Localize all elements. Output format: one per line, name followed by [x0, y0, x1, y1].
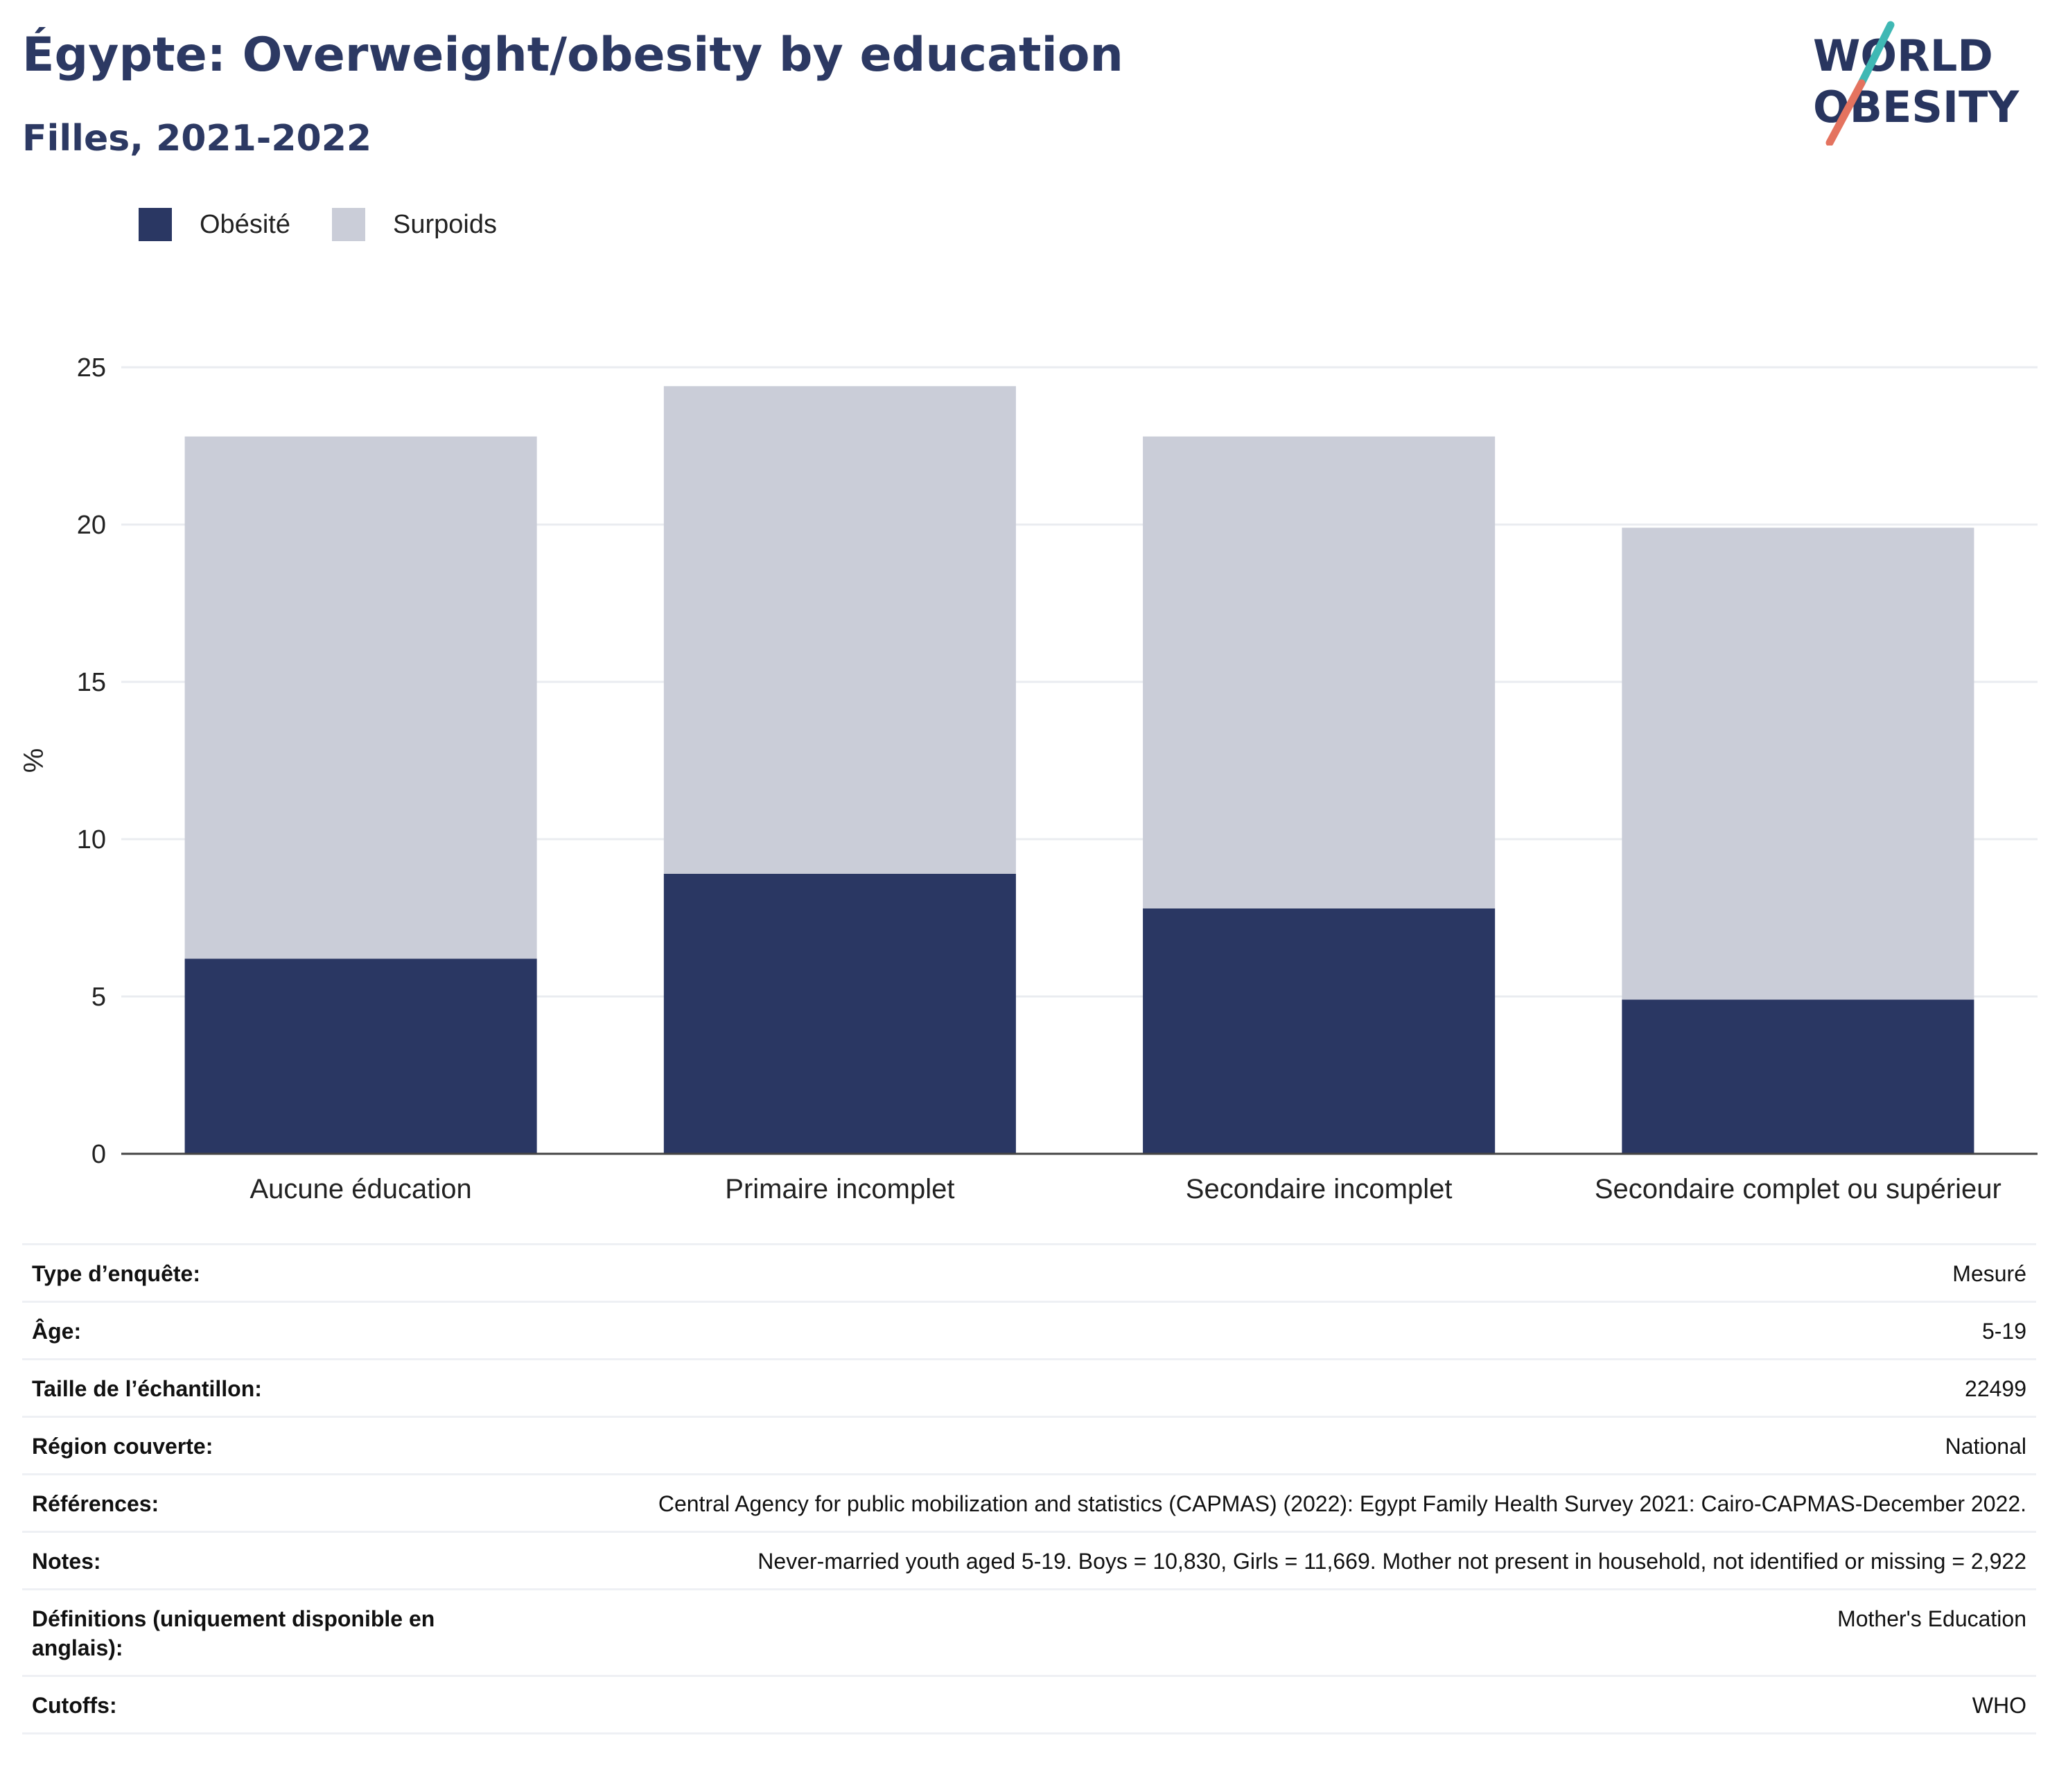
info-label: Références: — [32, 1491, 159, 1516]
y-tick-label-25: 25 — [77, 353, 106, 383]
legend-item-obesite[interactable]: Obésité — [139, 208, 290, 241]
info-row-survey-type: Type d’enquête: Mesuré — [22, 1243, 2036, 1301]
info-row-references: Références: Central Agency for public mo… — [22, 1473, 2036, 1531]
bar-surpoids-1 — [663, 386, 1016, 874]
y-tick-label-0: 0 — [91, 1140, 106, 1169]
info-value: Central Agency for public mobilization a… — [658, 1491, 2026, 1516]
legend-swatch-surpoids — [331, 208, 365, 241]
info-row-cutoffs: Cutoffs: WHO — [22, 1675, 2036, 1734]
info-value: WHO — [1972, 1693, 2026, 1718]
info-row-region: Région couverte: National — [22, 1416, 2036, 1473]
info-value: Mesuré — [1952, 1261, 2026, 1286]
info-row-age: Âge: 5-19 — [22, 1301, 2036, 1358]
bar-obesite-2 — [1143, 908, 1496, 1154]
info-row-definitions: Définitions (uniquement disponible en an… — [22, 1588, 2036, 1675]
info-value: National — [1945, 1434, 2026, 1459]
x-tick-label-1: Primaire incomplet — [725, 1174, 954, 1204]
info-label: Définitions (uniquement disponible en an… — [32, 1606, 435, 1660]
info-label: Notes: — [32, 1549, 101, 1574]
logo-teal-slash — [1857, 21, 1895, 87]
logo-line2: OBESITY — [1813, 82, 2020, 132]
survey-info-table: Type d’enquête: Mesuré Âge: 5-19 Taille … — [22, 1243, 2036, 1734]
bar-obesite-3 — [1622, 999, 1974, 1154]
info-value: Never-married youth aged 5-19. Boys = 10… — [757, 1549, 2026, 1574]
bar-obesite-1 — [663, 873, 1016, 1154]
info-label: Âge: — [32, 1319, 82, 1344]
y-tick-label-10: 10 — [77, 825, 106, 854]
logo-line1: WORLD — [1813, 30, 1993, 81]
y-tick-label-5: 5 — [91, 983, 106, 1012]
legend-label-surpoids: Surpoids — [392, 209, 497, 239]
y-tick-label-20: 20 — [77, 511, 106, 540]
info-label: Région couverte: — [32, 1434, 213, 1459]
bar-obesite-0 — [184, 958, 537, 1154]
x-tick-label-0: Aucune éducation — [249, 1174, 471, 1204]
legend-item-surpoids[interactable]: Surpoids — [331, 208, 497, 241]
legend-label-obesite: Obésité — [200, 209, 290, 239]
chart-legend: Obésité Surpoids — [139, 208, 538, 241]
x-tick-label-3: Secondaire complet ou supérieur — [1595, 1174, 2001, 1204]
x-tick-label-2: Secondaire incomplet — [1186, 1174, 1453, 1204]
legend-swatch-obesite — [139, 208, 172, 241]
info-row-notes: Notes: Never-married youth aged 5-19. Bo… — [22, 1531, 2036, 1588]
info-value: 5-19 — [1981, 1319, 2026, 1344]
info-label: Taille de l’échantillon: — [32, 1376, 262, 1401]
y-tick-label-15: 15 — [77, 668, 106, 697]
chart-subtitle: Filles, 2021-2022 — [22, 118, 372, 159]
info-row-sample-size: Taille de l’échantillon: 22499 — [22, 1358, 2036, 1416]
bar-surpoids-3 — [1622, 527, 1974, 1000]
chart-title: Égypte: Overweight/obesity by education — [22, 28, 1123, 82]
logo-coral-slash — [1825, 79, 1866, 146]
info-value: 22499 — [1965, 1376, 2026, 1401]
bar-surpoids-0 — [184, 436, 537, 959]
y-axis-label: % — [19, 748, 49, 773]
bar-surpoids-2 — [1143, 436, 1496, 908]
world-obesity-logo: WORLD OBESITY — [1813, 21, 2020, 146]
info-label: Cutoffs: — [32, 1693, 117, 1718]
stacked-bar-chart: 0 5 10 15 20 25% Aucune éducation Primaire inco… — [19, 353, 2038, 1204]
info-label: Type d’enquête: — [32, 1261, 200, 1286]
info-value: Mother's Education — [1837, 1606, 2026, 1631]
